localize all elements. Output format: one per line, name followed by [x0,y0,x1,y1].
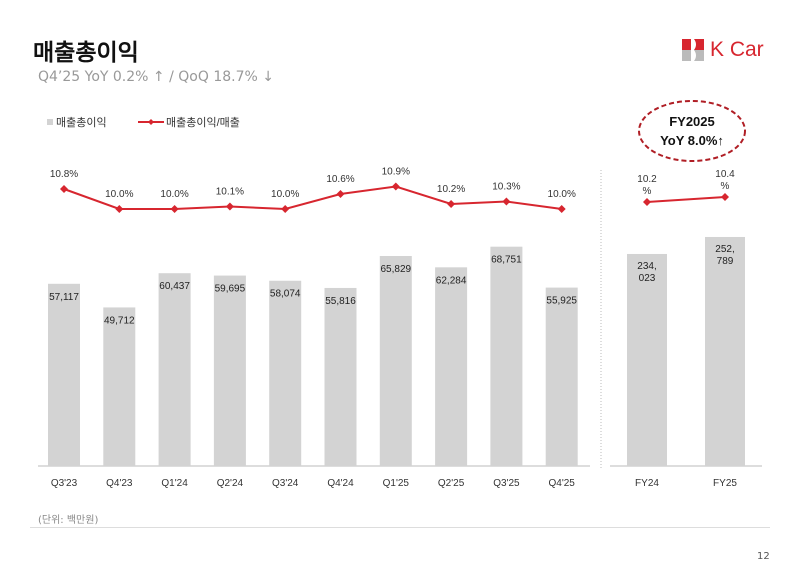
callout-ellipse [638,100,746,162]
callout-title: FY2025 [669,114,715,129]
line-marker [391,182,400,191]
x-tick-label: Q4'25 [549,478,576,489]
x-tick-label: Q2'24 [217,478,244,489]
x-tick-label: Q4'24 [327,478,354,489]
bar [379,256,412,466]
x-tick-label: FY24 [635,478,659,489]
bar-value-label: 234, [637,261,656,272]
bar [490,246,523,466]
bar-value-label: 57,117 [49,292,79,303]
line-marker [336,190,345,198]
line-value-label: 10.8% [50,169,78,180]
bar-value-label: 023 [639,273,656,284]
bar [158,273,191,466]
line-marker [281,205,290,213]
legend-line-label: 매출총이익/매출 [166,116,240,129]
bar-value-label: 58,074 [270,289,301,300]
line-value-label: 10.2 [637,174,657,185]
line-marker [225,202,234,211]
legend-bar-label: 매출총이익 [56,116,107,129]
bar-value-label: 65,829 [381,264,412,275]
line-value-label: 10.6% [326,174,354,185]
legend-line-marker [148,119,154,125]
line-marker [502,197,511,206]
bar-value-label: 252, [715,244,734,255]
unit-note: (단위: 백만원) [38,515,99,526]
bar-value-label: 59,695 [215,284,246,295]
bar-value-label: 68,751 [491,255,522,266]
page-subtitle: Q4’25 YoY 0.2% ↑ / QoQ 18.7% ↓ [38,69,274,85]
bar [269,280,302,466]
line-marker [643,198,651,206]
ratio-line [63,185,562,211]
line-marker [721,193,729,201]
line-marker [447,200,456,208]
line-marker [115,205,124,213]
bar-value-label: 55,816 [325,296,356,307]
bar [435,267,468,466]
x-tick-label: Q3'25 [493,478,520,489]
kcar-logo-icon [682,39,704,61]
bar-value-label: 789 [717,256,734,267]
bar [545,287,578,466]
line-marker [60,185,68,193]
legend-bar-swatch [47,119,53,125]
bar-value-label: 62,284 [436,275,467,286]
x-tick-label: Q1'25 [383,478,410,489]
line-value-label: 10.3% [492,182,520,193]
bar [627,253,667,466]
logo-text: K Car [710,38,764,61]
kcar-logo: K Car [682,38,764,62]
line-value-label: 10.0% [160,189,188,200]
bar [324,287,357,466]
x-tick-label: Q1'24 [161,478,188,489]
bar [103,307,136,466]
line-value-label: 10.2% [437,184,465,195]
page-number: 12 [757,551,770,562]
x-tick-label: Q2'25 [438,478,465,489]
bar [48,283,80,466]
line-value-label: 10.1% [216,187,244,198]
line-marker [170,205,179,213]
line-value-label: % [643,186,652,197]
line-value-label: 10.0% [271,189,299,200]
line-value-label: 10.0% [548,189,576,200]
x-tick-label: Q4'23 [106,478,133,489]
bar-value-label: 60,437 [159,281,190,292]
x-tick-label: FY25 [713,478,737,489]
x-tick-label: Q3'24 [272,478,299,489]
line-value-label: 10.9% [382,167,410,178]
line-value-label: 10.0% [105,189,133,200]
bar-value-label: 49,712 [104,315,135,326]
callout-yoy: YoY 8.0%↑ [660,133,724,148]
page-title: 매출총이익 [33,40,139,66]
bar [705,236,745,466]
line-marker [557,205,566,213]
bar [213,275,246,466]
x-tick-label: Q3'23 [51,478,78,489]
footer-divider [30,527,770,528]
ratio-line-fy [646,196,726,203]
bar-value-label: 55,925 [546,296,577,307]
line-value-label: 10.4 [715,169,735,180]
line-value-label: % [721,181,730,192]
